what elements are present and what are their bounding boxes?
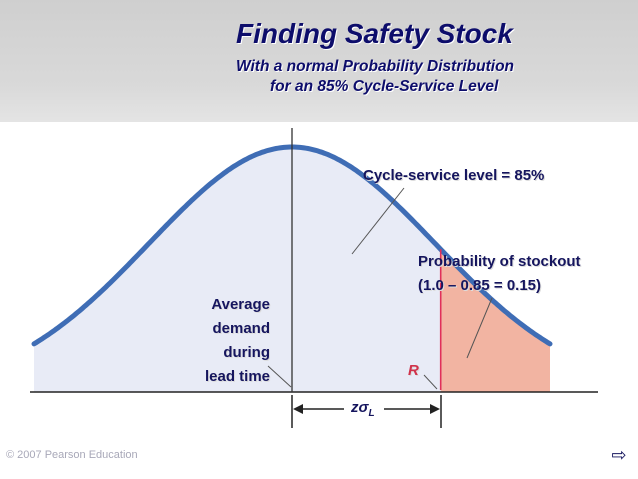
service-level-area	[34, 147, 441, 392]
cycle-service-level-label: Cycle-service level = 85%	[363, 167, 545, 184]
avg-demand-pointer	[267, 365, 292, 388]
slide-subtitle: With a normal Probability Distribution f…	[236, 57, 556, 97]
csl-pointer	[351, 187, 405, 255]
z-sigma-label: zσL	[351, 399, 375, 419]
next-arrow-icon[interactable]: ⇨	[611, 445, 627, 465]
header-band	[0, 0, 638, 122]
copyright-notice: © 2007 Pearson Education	[6, 449, 138, 461]
stockout-line-2: (1.0 – 0.85 = 0.15)	[418, 277, 542, 294]
average-demand-line-4: lead time	[204, 368, 270, 385]
zsigma-right-arrowhead	[430, 404, 440, 414]
stockout-probability-label: Probability of stockout (1.0 – 0.85 = 0.…	[418, 250, 581, 298]
zsigma-left-arrowhead	[293, 404, 303, 414]
reorder-point-label: R	[408, 362, 419, 379]
slide-title: Finding Safety Stock	[236, 18, 513, 49]
average-demand-line-3: during	[223, 344, 270, 361]
average-demand-line-1: Average	[211, 296, 270, 313]
average-demand-line-2: demand	[212, 320, 270, 337]
stockout-pointer	[466, 297, 493, 359]
z-sigma-text: zσ	[351, 399, 369, 416]
subtitle-line-2: for an 85% Cycle-Service Level	[270, 78, 499, 95]
average-demand-label: Average demand during lead time	[176, 293, 270, 389]
r-pointer	[423, 374, 438, 390]
subtitle-line-1: With a normal Probability Distribution	[236, 58, 515, 75]
z-sigma-subscript: L	[368, 408, 375, 419]
stockout-line-1: Probability of stockout	[418, 253, 581, 270]
